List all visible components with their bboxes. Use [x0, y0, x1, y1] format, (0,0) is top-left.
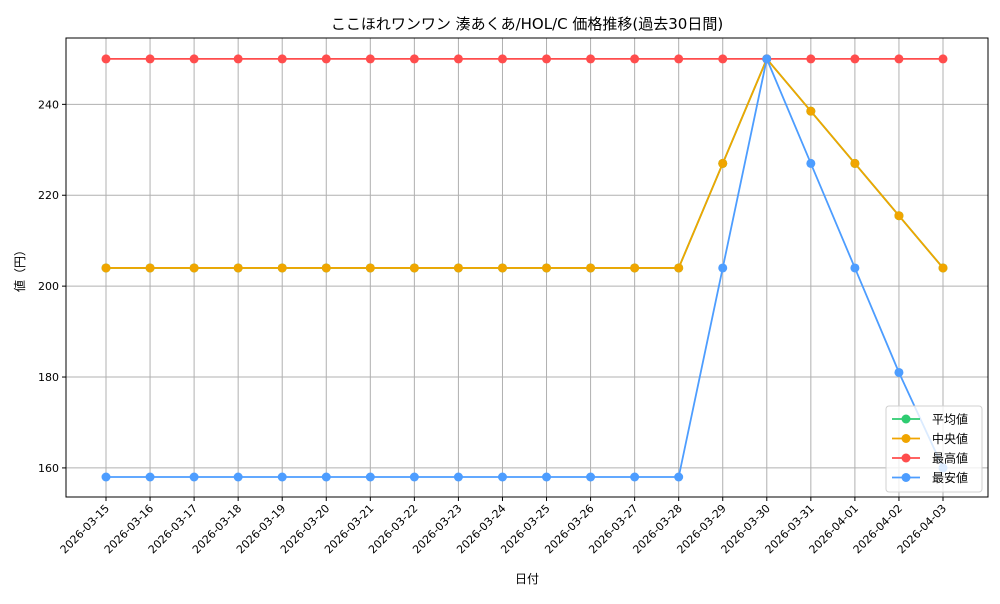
data-point: [101, 263, 111, 273]
data-point: [718, 54, 728, 64]
data-point: [145, 472, 155, 482]
data-point: [497, 472, 507, 482]
legend-label: 最高値: [932, 451, 968, 466]
data-point: [321, 263, 331, 273]
data-point: [806, 106, 816, 116]
series-最高値: [101, 54, 948, 64]
data-point: [233, 472, 243, 482]
data-point: [674, 472, 684, 482]
data-point: [277, 54, 287, 64]
data-point: [233, 54, 243, 64]
data-point: [630, 263, 640, 273]
y-tick-label: 220: [38, 189, 59, 202]
data-point: [894, 367, 904, 377]
data-point: [189, 263, 199, 273]
plot-frame: [65, 37, 989, 498]
series-line: [106, 57, 944, 269]
legend-marker: [901, 473, 911, 482]
data-point: [542, 472, 552, 482]
data-point: [586, 54, 596, 64]
data-point: [189, 54, 199, 64]
legend-marker: [901, 414, 911, 424]
data-point: [718, 158, 728, 168]
data-point: [938, 263, 948, 273]
data-point: [409, 472, 419, 482]
data-point: [453, 263, 463, 273]
series-平均値: [101, 54, 948, 273]
y-axis-label: 値（円）: [12, 244, 27, 292]
data-point: [542, 263, 552, 273]
data-point: [145, 263, 155, 273]
data-point: [409, 263, 419, 273]
data-point: [409, 54, 419, 64]
y-tick-label: 240: [38, 98, 59, 111]
data-point: [894, 211, 904, 221]
y-tick-label: 200: [38, 280, 59, 293]
data-point: [321, 472, 331, 482]
data-point: [321, 54, 331, 64]
data-point: [189, 472, 199, 482]
series-最安値: [101, 54, 948, 482]
data-point: [850, 54, 860, 64]
data-point: [806, 158, 816, 168]
legend-label: 中央値: [932, 431, 968, 446]
data-point: [365, 472, 375, 482]
data-point: [497, 263, 507, 273]
data-point: [277, 263, 287, 273]
data-point: [101, 472, 111, 482]
y-tick-label: 160: [38, 462, 59, 475]
data-point: [145, 54, 155, 64]
series-line: [106, 57, 944, 269]
data-point: [718, 263, 728, 273]
data-point: [277, 472, 287, 482]
data-point: [674, 54, 684, 64]
data-point: [806, 54, 816, 64]
data-point: [674, 263, 684, 273]
legend-marker: [901, 453, 911, 463]
series-line: [106, 55, 944, 478]
data-point: [453, 54, 463, 64]
data-point: [630, 54, 640, 64]
data-point: [586, 263, 596, 273]
legend-label: 最安値: [932, 470, 968, 485]
data-point: [586, 472, 596, 482]
data-point: [365, 54, 375, 64]
data-point: [938, 54, 948, 64]
data-point: [762, 54, 772, 64]
y-tick-label: 180: [38, 371, 59, 384]
data-point: [101, 54, 111, 64]
x-axis-label: 日付: [515, 572, 539, 586]
legend-marker: [901, 434, 911, 443]
legend-box: [885, 405, 983, 493]
data-point: [894, 54, 904, 64]
chart-title: ここほれワンワン 湊あくあ/HOL/C 価格推移(過去30日間): [331, 15, 723, 33]
data-point: [850, 158, 860, 168]
data-point: [542, 54, 552, 64]
data-point: [850, 263, 860, 273]
data-point: [630, 472, 640, 482]
series-中央値: [101, 54, 948, 273]
data-point: [453, 472, 463, 482]
data-point: [233, 263, 243, 273]
data-point: [365, 263, 375, 273]
legend-label: 平均値: [932, 412, 968, 427]
data-point: [497, 54, 507, 64]
